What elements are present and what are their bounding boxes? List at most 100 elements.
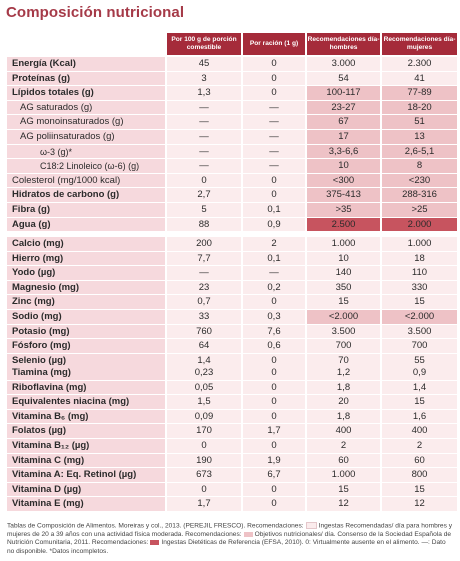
value-per-ration: 0	[271, 58, 277, 69]
value-per-100g: 88	[198, 218, 210, 230]
value-rec-women: 1.000	[407, 238, 432, 249]
value-rec-men: 1,8	[336, 410, 351, 422]
table-row: Folatos (µg) 170 1,7 400 400	[7, 424, 457, 439]
nutrient-name: ω-3 (g)*	[40, 146, 73, 157]
value-per-ration: 0	[271, 483, 277, 495]
nutrient-name: Lípidos totales (g)	[12, 87, 94, 99]
row-divider	[7, 510, 457, 512]
value-per-ration: 0	[271, 410, 277, 422]
nutrient-name: Colesterol (mg/1000 kcal)	[12, 174, 121, 186]
column-divider	[165, 366, 167, 512]
footnote-part-3: Objetivos nutricionales/ día. Consenso d…	[7, 530, 452, 547]
row-divider	[7, 172, 457, 174]
column-divider	[241, 57, 243, 233]
value-rec-men: 1,2	[336, 367, 351, 378]
nutrient-name: Vitamina A: Eq. Retinol (µg)	[12, 469, 137, 481]
nutrient-name: Tiamina (mg)	[12, 367, 71, 378]
value-per-100g: —	[199, 145, 209, 157]
value-rec-women: 288-316	[382, 188, 457, 203]
row-divider	[7, 158, 457, 160]
value-rec-men: 2.500	[307, 217, 380, 232]
value-rec-women: 15	[414, 396, 425, 408]
row-divider	[7, 128, 457, 130]
row-divider	[7, 201, 457, 203]
row-divider	[7, 231, 457, 233]
row-divider	[7, 187, 457, 189]
table-row: Vitamina A: Eq. Retinol (µg) 673 6,7 1.000 8…	[7, 468, 457, 483]
value-per-100g: 64	[198, 340, 210, 352]
table-row: Riboflavina (mg) 0,05 0 1,8 1,4	[7, 381, 457, 396]
row-divider	[7, 467, 457, 469]
value-per-ration: 7,6	[267, 325, 281, 337]
value-per-100g: 0,7	[197, 296, 211, 308]
column-divider	[305, 366, 307, 512]
table-row: Potasio (mg) 760 7,6 3.500 3.500	[7, 325, 457, 340]
value-rec-women: 2.000	[382, 217, 457, 232]
nutrient-name: AG saturados (g)	[20, 101, 93, 113]
page-title: Composición nutricional	[6, 4, 185, 21]
value-rec-women: 18	[414, 252, 425, 264]
row-divider	[7, 216, 457, 218]
value-per-100g: 0,05	[194, 381, 214, 393]
value-rec-men: 54	[338, 72, 349, 84]
nutrient-name: Vitamina C (mg)	[12, 454, 85, 466]
table-row: ω-3 (g)* — — 3,3-6,6 2,6-5,1	[7, 144, 457, 160]
row-divider	[7, 496, 457, 498]
value-rec-men: 10	[338, 252, 349, 264]
value-per-ration: 0	[271, 87, 277, 99]
value-per-100g: 2,7	[197, 189, 211, 201]
nutrient-name: AG monoinsaturados (g)	[20, 116, 124, 128]
value-per-100g: 33	[198, 311, 210, 322]
column-divider	[305, 57, 307, 233]
value-rec-women: 55	[414, 354, 425, 366]
nutrient-name: Yodo (µg)	[12, 267, 56, 279]
header-per-ration: Por ración (1 g)	[243, 33, 305, 55]
nutrient-name: Vitamina B₆ (mg)	[12, 410, 89, 422]
nutrient-group: Tiamina (mg) 0,23 0 1,2 0,9 Riboflavina (mg) 0…	[7, 366, 457, 512]
nutrient-group: Energía (Kcal) 45 0 3.000 2.300 Proteínas (g)…	[7, 57, 457, 233]
header-rec-men: Recomendaciones día-hombres	[307, 33, 380, 55]
value-rec-women: 41	[414, 72, 425, 84]
value-rec-women: 0,9	[412, 367, 427, 378]
value-per-ration: 0	[271, 174, 277, 186]
row-divider	[7, 99, 457, 101]
value-rec-men: 3.000	[331, 58, 356, 69]
value-per-100g: 1,4	[197, 354, 211, 366]
table-row: Proteínas (g) 3 0 54 41	[7, 72, 457, 87]
row-divider	[7, 85, 457, 87]
row-divider	[7, 323, 457, 325]
column-divider	[380, 237, 382, 369]
nutrient-name: Equivalentes niacina (mg)	[12, 396, 130, 408]
table-row: Fósforo (mg) 64 0,6 700 700	[7, 339, 457, 354]
value-rec-men: 100-117	[307, 86, 380, 101]
row-divider	[7, 452, 457, 454]
value-per-100g: —	[199, 116, 209, 128]
legend-swatch-efsa	[150, 540, 160, 546]
value-per-100g: 0,23	[194, 367, 214, 378]
legend-swatch-ingestas	[305, 522, 317, 529]
row-divider	[7, 143, 457, 145]
value-rec-women: 15	[414, 483, 425, 495]
value-rec-women: 2	[416, 440, 423, 451]
value-rec-men: 17	[307, 130, 380, 144]
value-per-ration: 0,2	[267, 281, 281, 293]
value-rec-men: 1.000	[331, 238, 356, 249]
row-divider	[7, 481, 457, 483]
value-rec-women: <230	[382, 173, 457, 188]
value-per-100g: 23	[198, 281, 210, 293]
column-divider	[165, 237, 167, 369]
value-per-100g: 1,7	[197, 498, 211, 510]
value-per-ration: 1,7	[267, 425, 281, 437]
value-per-100g: 5	[201, 204, 207, 215]
value-per-ration: 0	[271, 498, 277, 510]
table-row: Magnesio (mg) 23 0,2 350 330	[7, 281, 457, 296]
value-rec-women: 1,4	[412, 381, 427, 393]
value-per-100g: 170	[196, 425, 212, 437]
value-rec-men: 3.500	[331, 325, 356, 337]
value-per-ration: 0	[271, 440, 277, 451]
value-per-ration: 0,3	[267, 311, 281, 322]
table-row: C18:2 Linoleico (ω-6) (g) — — 10 8	[7, 159, 457, 174]
value-rec-women: 2,6-5,1	[382, 144, 457, 159]
value-rec-women: 8	[382, 159, 457, 174]
value-rec-women: 2.300	[407, 58, 432, 69]
